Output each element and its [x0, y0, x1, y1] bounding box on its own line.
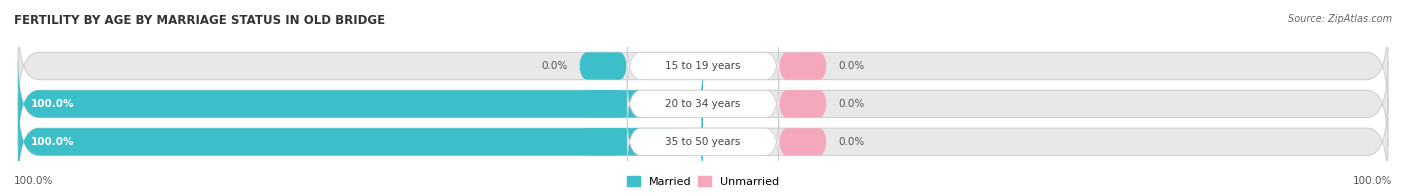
Text: 100.0%: 100.0%: [14, 176, 53, 186]
Text: 0.0%: 0.0%: [541, 61, 568, 71]
Text: 100.0%: 100.0%: [31, 137, 75, 147]
Text: 0.0%: 0.0%: [838, 137, 865, 147]
Text: 100.0%: 100.0%: [1353, 176, 1392, 186]
FancyBboxPatch shape: [627, 80, 779, 128]
Text: Source: ZipAtlas.com: Source: ZipAtlas.com: [1288, 14, 1392, 24]
Text: 35 to 50 years: 35 to 50 years: [665, 137, 741, 147]
FancyBboxPatch shape: [18, 61, 703, 147]
FancyBboxPatch shape: [627, 118, 779, 166]
FancyBboxPatch shape: [779, 52, 827, 80]
FancyBboxPatch shape: [579, 52, 627, 80]
FancyBboxPatch shape: [779, 128, 827, 155]
FancyBboxPatch shape: [579, 90, 627, 118]
FancyBboxPatch shape: [18, 99, 1388, 185]
FancyBboxPatch shape: [579, 128, 627, 155]
Text: 0.0%: 0.0%: [838, 61, 865, 71]
FancyBboxPatch shape: [18, 23, 1388, 109]
FancyBboxPatch shape: [18, 61, 1388, 147]
FancyBboxPatch shape: [18, 99, 703, 185]
FancyBboxPatch shape: [627, 42, 779, 90]
Text: 100.0%: 100.0%: [31, 99, 75, 109]
Text: 0.0%: 0.0%: [838, 99, 865, 109]
Text: FERTILITY BY AGE BY MARRIAGE STATUS IN OLD BRIDGE: FERTILITY BY AGE BY MARRIAGE STATUS IN O…: [14, 14, 385, 27]
Text: 20 to 34 years: 20 to 34 years: [665, 99, 741, 109]
Text: 15 to 19 years: 15 to 19 years: [665, 61, 741, 71]
FancyBboxPatch shape: [779, 90, 827, 118]
Legend: Married, Unmarried: Married, Unmarried: [627, 176, 779, 187]
